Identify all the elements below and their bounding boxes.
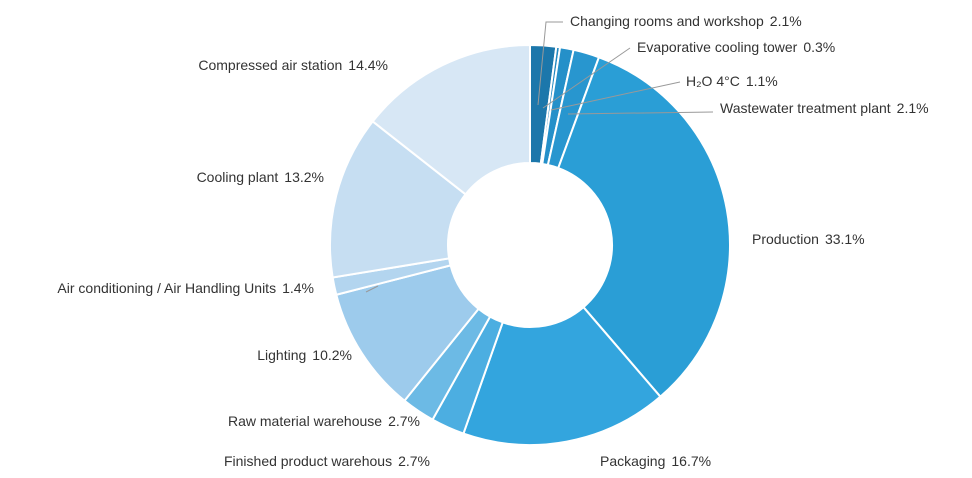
value-label: 1.4% [282, 280, 314, 296]
slice [556, 55, 731, 399]
leader-line [365, 285, 379, 293]
slice-label: Evaporative cooling tower 0.3% [637, 39, 835, 55]
value-label: 2.1% [770, 13, 802, 29]
value-label: 1.1% [746, 73, 778, 89]
value-label: 14.4% [348, 57, 388, 73]
value-label: 2.7% [398, 453, 430, 469]
slice-label: Packaging 16.7% [600, 453, 711, 469]
category-label: Cooling plant [197, 169, 279, 185]
category-label: Compressed air station [198, 57, 342, 73]
slice-label: Production 33.1% [752, 231, 865, 247]
value-label: 33.1% [825, 231, 865, 247]
value-label: 10.2% [312, 347, 352, 363]
value-label: 16.7% [671, 453, 711, 469]
slice-label: Cooling plant 13.2% [197, 169, 324, 185]
leader-line [542, 47, 631, 109]
slice-label: Wastewater treatment plant 2.1% [720, 100, 929, 116]
category-label: H₂O 4°C [686, 73, 740, 89]
leader-line [537, 21, 563, 106]
category-label: Changing rooms and workshop [570, 13, 764, 29]
slice-label: Finished product warehous 2.7% [224, 453, 430, 469]
category-label: Wastewater treatment plant [720, 100, 891, 116]
category-label: Packaging [600, 453, 665, 469]
slice-label: Changing rooms and workshop 2.1% [570, 13, 802, 29]
slice [462, 305, 662, 446]
slice-label: Air conditioning / Air Handling Units 1.4… [57, 280, 314, 296]
slice-label: Raw material warehouse 2.7% [228, 413, 420, 429]
leader-line [550, 81, 681, 111]
slice [371, 43, 531, 196]
category-label: Production [752, 231, 819, 247]
value-label: 2.1% [897, 100, 929, 116]
category-label: Lighting [257, 347, 306, 363]
slice-label: H₂O 4°C 1.1% [686, 73, 778, 89]
value-label: 2.7% [388, 413, 420, 429]
slice-label: Lighting 10.2% [257, 347, 352, 363]
category-label: Finished product warehous [224, 453, 392, 469]
value-label: 13.2% [284, 169, 324, 185]
category-label: Air conditioning / Air Handling Units [57, 280, 276, 296]
slice-label: Compressed air station 14.4% [198, 57, 388, 73]
category-label: Raw material warehouse [228, 413, 382, 429]
category-label: Evaporative cooling tower [637, 39, 798, 55]
value-label: 0.3% [803, 39, 835, 55]
leader-line [567, 111, 714, 115]
slice [329, 120, 467, 279]
